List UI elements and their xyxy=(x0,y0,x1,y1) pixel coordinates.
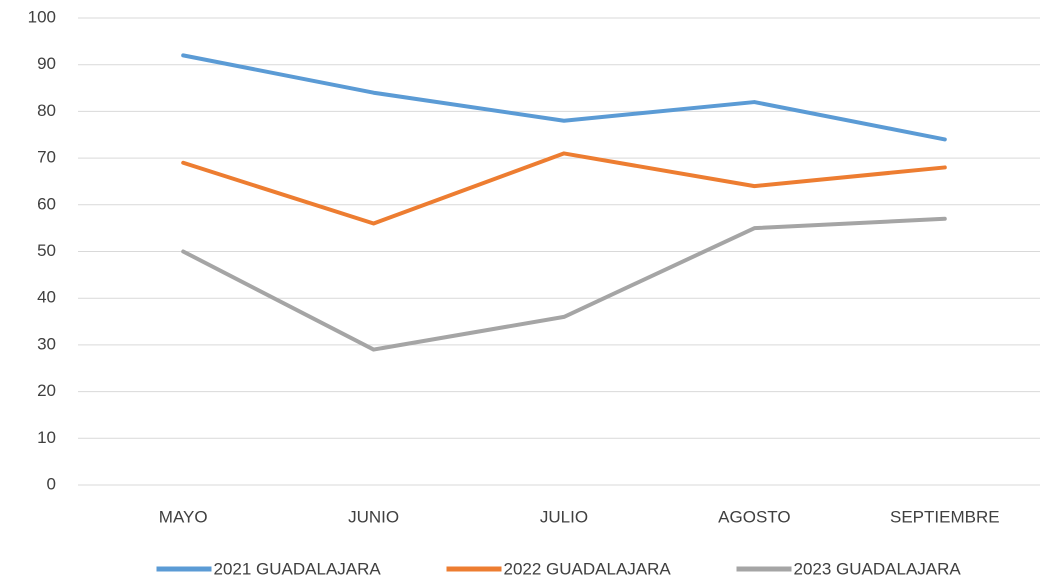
series-line xyxy=(181,216,947,352)
y-tick-label: 30 xyxy=(37,334,56,353)
legend-label: 2023 GUADALAJARA xyxy=(794,559,962,578)
x-tick-label: AGOSTO xyxy=(718,507,790,526)
x-tick-label: JUNIO xyxy=(348,507,399,526)
y-tick-label: 80 xyxy=(37,101,56,120)
y-tick-label: 20 xyxy=(37,381,56,400)
series-line xyxy=(181,151,947,226)
y-tick-label: 60 xyxy=(37,194,56,213)
legend-label: 2022 GUADALAJARA xyxy=(504,559,672,578)
series-line xyxy=(181,53,947,142)
y-tick-label: 40 xyxy=(37,288,56,307)
y-tick-label: 70 xyxy=(37,148,56,167)
y-tick-label: 10 xyxy=(37,428,56,447)
y-tick-label: 100 xyxy=(28,7,56,26)
x-tick-label: MAYO xyxy=(159,507,208,526)
legend-label: 2021 GUADALAJARA xyxy=(214,559,382,578)
x-tick-label: SEPTIEMBRE xyxy=(890,507,1000,526)
y-tick-label: 0 xyxy=(47,474,56,493)
y-tick-label: 90 xyxy=(37,54,56,73)
x-tick-label: JULIO xyxy=(540,507,588,526)
y-tick-label: 50 xyxy=(37,241,56,260)
